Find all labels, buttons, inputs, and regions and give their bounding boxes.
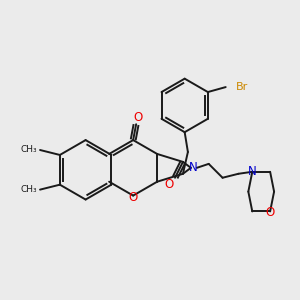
Text: O: O [266, 206, 275, 219]
Text: O: O [164, 178, 174, 191]
Text: O: O [128, 191, 138, 204]
Text: CH₃: CH₃ [20, 185, 37, 194]
Text: CH₃: CH₃ [20, 146, 37, 154]
Text: O: O [134, 111, 143, 124]
Text: Br: Br [236, 82, 248, 92]
Text: N: N [248, 165, 257, 178]
Text: N: N [188, 161, 197, 174]
